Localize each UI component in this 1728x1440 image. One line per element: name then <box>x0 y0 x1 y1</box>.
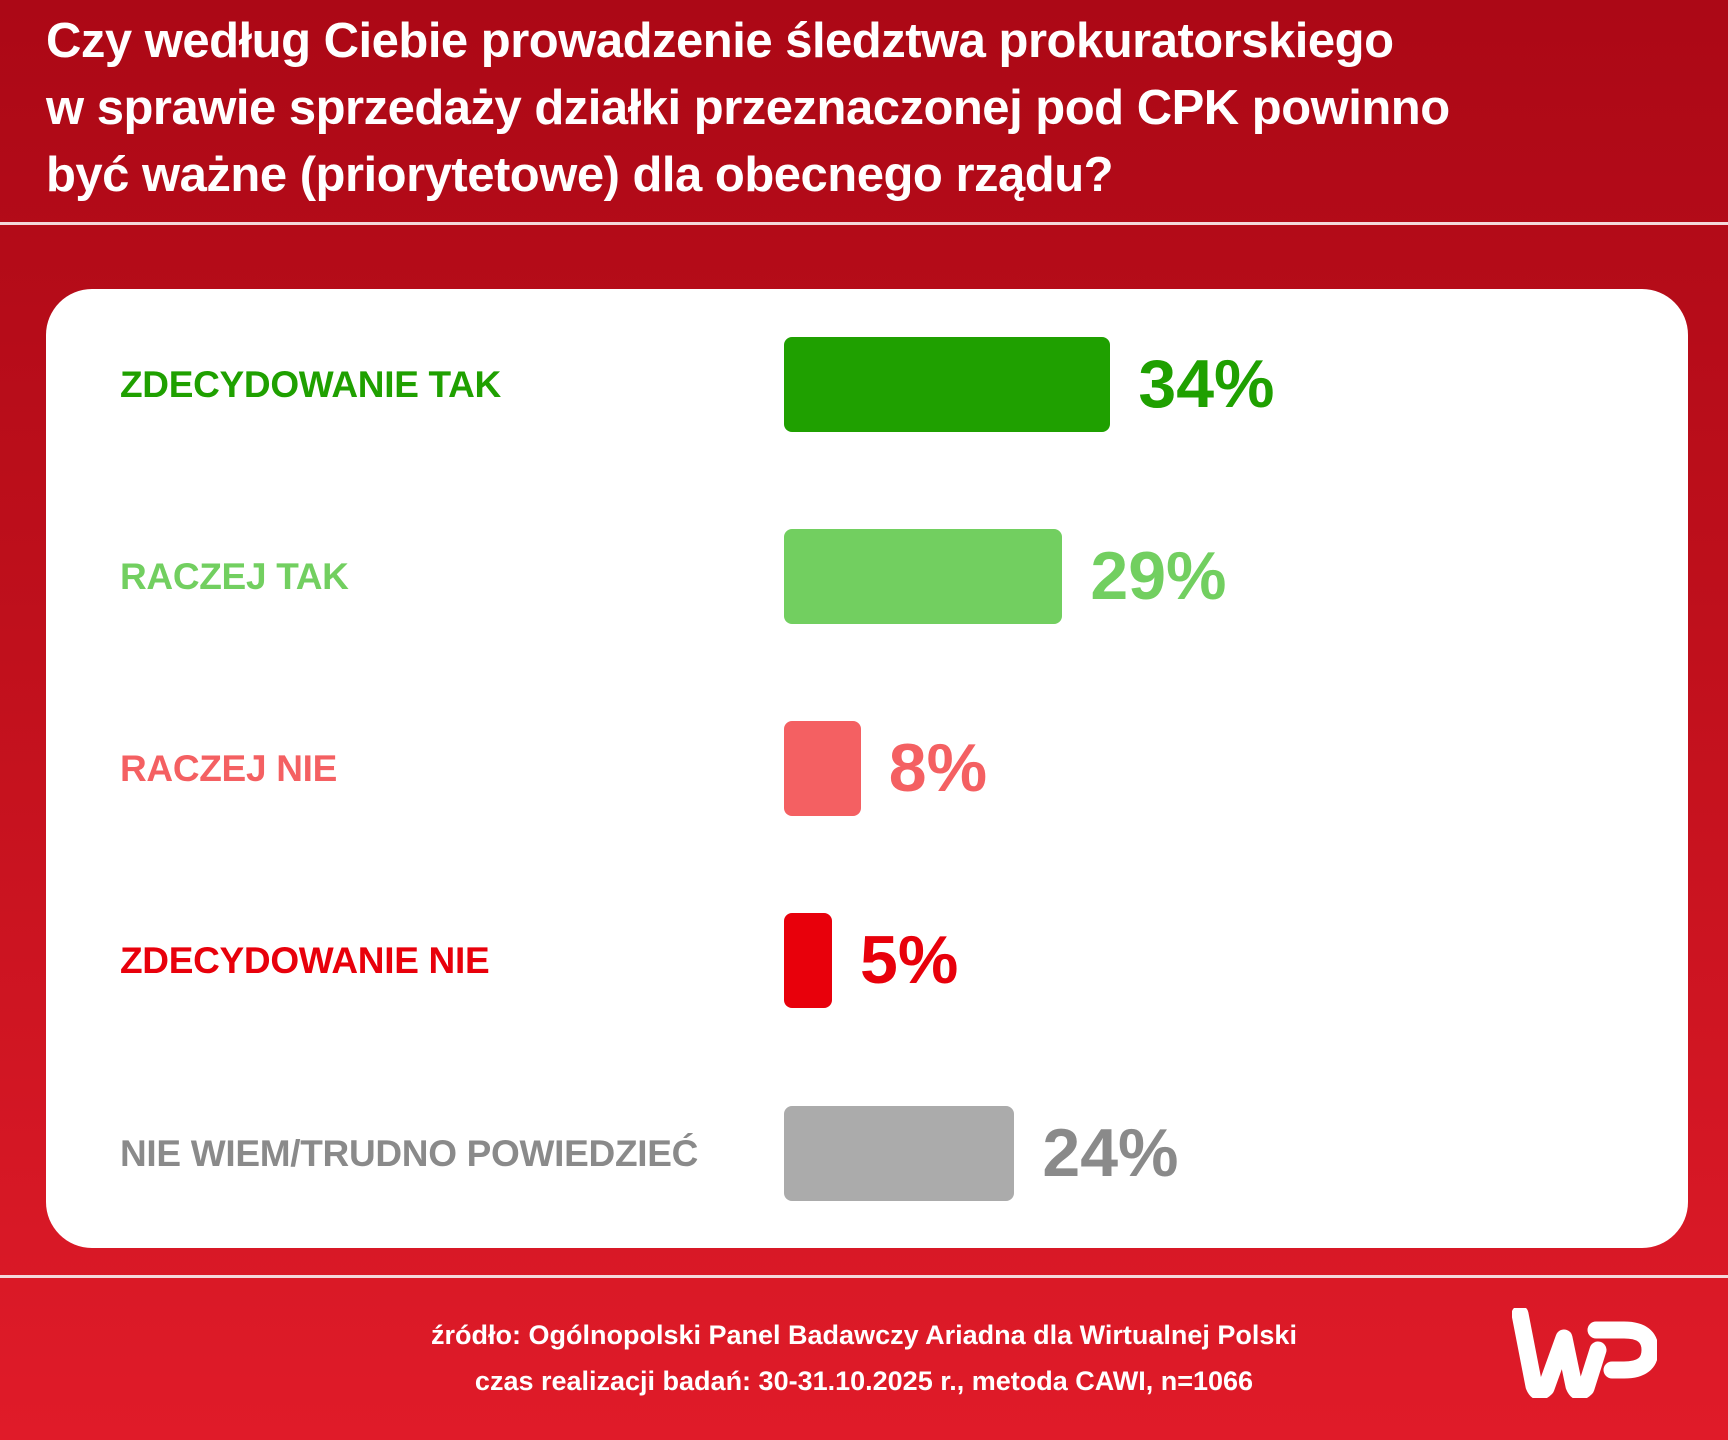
chart-row: NIE WIEM/TRUDNO POWIEDZIEĆ 24% <box>46 1106 1688 1201</box>
category-label: ZDECYDOWANIE TAK <box>120 364 501 405</box>
bar <box>784 721 861 816</box>
category-label: NIE WIEM/TRUDNO POWIEDZIEĆ <box>120 1133 699 1174</box>
chart-row: RACZEJ NIE 8% <box>46 721 1688 816</box>
value-label: 29% <box>1090 538 1227 614</box>
category-label: ZDECYDOWANIE NIE <box>120 940 490 981</box>
survey-details: czas realizacji badań: 30-31.10.2025 r.,… <box>474 1366 1254 1396</box>
value-label: 34% <box>1138 346 1275 422</box>
bar <box>784 529 1063 624</box>
title-line: w sprawie sprzedaży działki przeznaczone… <box>46 81 1450 135</box>
footer-divider <box>0 1275 1728 1278</box>
chart-row: ZDECYDOWANIE NIE 5% <box>46 913 1688 1008</box>
category-label: RACZEJ NIE <box>120 748 337 789</box>
bar <box>784 913 832 1008</box>
value-label: 5% <box>860 922 959 998</box>
wp-logo <box>1512 1308 1657 1398</box>
chart-row: ZDECYDOWANIE TAK 34% <box>46 337 1688 432</box>
bar <box>784 337 1111 432</box>
bar <box>784 1106 1015 1201</box>
chart-row: RACZEJ TAK 29% <box>46 529 1688 624</box>
chart-title: Czy według Ciebie prowadzenie śledztwa p… <box>46 8 1686 209</box>
title-line: być ważne (priorytetowe) dla obecnego rz… <box>46 148 1114 202</box>
value-label: 24% <box>1042 1115 1179 1191</box>
source-text: źródło: Ogólnopolski Panel Badawczy Aria… <box>431 1320 1297 1350</box>
chart-card: ZDECYDOWANIE TAK 34% RACZEJ TAK 29% RACZEJ N… <box>46 289 1688 1248</box>
value-label: 8% <box>888 730 988 806</box>
header-divider <box>0 222 1728 225</box>
category-label: RACZEJ TAK <box>120 556 349 597</box>
title-line: Czy według Ciebie prowadzenie śledztwa p… <box>46 14 1394 68</box>
